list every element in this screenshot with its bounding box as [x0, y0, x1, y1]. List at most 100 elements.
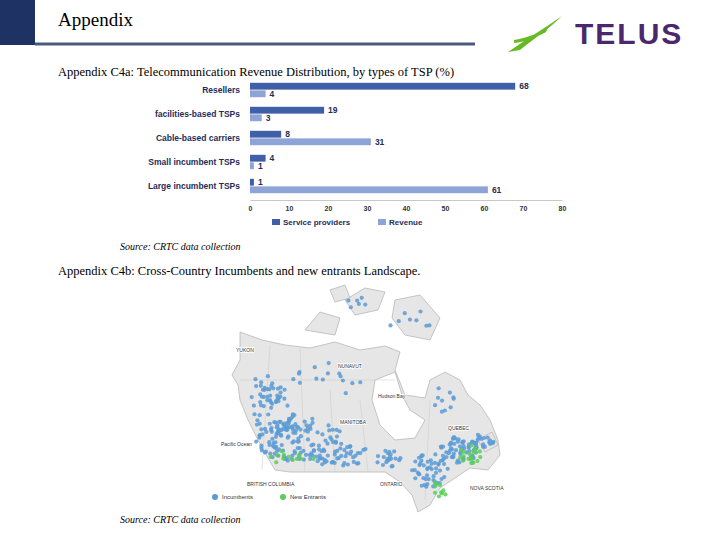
map-label: ONTARIO — [380, 481, 403, 487]
header-rule — [35, 43, 475, 46]
map-dot — [383, 449, 387, 453]
map-dot — [427, 477, 431, 481]
map-dot — [259, 444, 263, 448]
map-dot — [425, 482, 429, 486]
map-dot — [382, 455, 386, 459]
map-dot — [444, 455, 448, 459]
bar — [250, 131, 281, 138]
source-note: Source: CRTC data collection — [120, 514, 240, 525]
map-dot — [309, 443, 313, 447]
map-dot — [326, 423, 330, 427]
map-dot — [363, 302, 367, 306]
bar — [250, 90, 266, 97]
map-dot — [397, 319, 401, 323]
map-dot — [355, 298, 359, 302]
map-dot — [258, 413, 262, 417]
map-dot — [255, 418, 259, 422]
x-tick-label: 70 — [520, 205, 528, 212]
map-dot — [291, 424, 295, 428]
y-tick: Small incumbent TSPs — [148, 157, 250, 167]
map-dot — [262, 404, 266, 408]
section-title: Appendix C4b: Cross-Country Incumbents a… — [58, 264, 420, 278]
map-label: NOVA SCOTIA — [470, 485, 504, 491]
bar — [250, 107, 324, 114]
y-tick: facilities-based TSPs — [155, 109, 250, 119]
map-dot — [455, 461, 459, 465]
map-dot — [408, 318, 412, 322]
map-dot — [461, 450, 465, 454]
map-dot — [434, 466, 438, 470]
map-dot — [320, 432, 324, 436]
map-dot — [274, 445, 278, 449]
map-dot — [454, 448, 458, 452]
map-dot — [349, 450, 353, 454]
map-dot — [255, 422, 259, 426]
map-dot — [439, 446, 443, 450]
map-dot — [478, 455, 482, 459]
map-dot — [335, 434, 339, 438]
map-dot — [338, 429, 342, 433]
x-tick: 70 — [520, 200, 528, 212]
map-dot — [363, 447, 367, 451]
map-dot — [299, 457, 303, 461]
map-dot — [457, 437, 461, 441]
map-dot — [264, 449, 268, 453]
map-dot — [452, 451, 456, 455]
map-dot — [356, 451, 360, 455]
map-dot — [297, 453, 301, 457]
map-dot — [337, 372, 341, 376]
x-tick-label: 20 — [325, 205, 333, 212]
map-dot — [458, 456, 462, 460]
x-tick: 30 — [364, 200, 372, 212]
map-dot — [439, 477, 443, 481]
map-dot — [346, 298, 350, 302]
map-dot — [462, 439, 466, 443]
map-dot — [279, 385, 283, 389]
map-dot — [317, 447, 321, 451]
x-tick: 20 — [325, 200, 333, 212]
map-dot — [279, 449, 283, 453]
map-dot — [313, 365, 317, 369]
data-label: 3 — [266, 113, 271, 123]
map-dot — [282, 453, 286, 457]
map-dot — [476, 433, 480, 437]
water — [372, 372, 425, 440]
data-label: 1 — [258, 161, 263, 171]
bar — [250, 83, 515, 90]
bar — [250, 179, 254, 186]
map-dot — [270, 437, 274, 441]
map-dot — [355, 461, 359, 465]
map-dot — [291, 458, 295, 462]
map-dot — [260, 432, 264, 436]
x-axis-line — [251, 200, 563, 201]
land — [478, 432, 498, 452]
map-dot — [250, 395, 254, 399]
map-dot — [427, 323, 431, 327]
map-dot — [341, 463, 345, 467]
map-dot — [469, 461, 473, 465]
map-dot — [311, 457, 315, 461]
map-dot — [277, 420, 281, 424]
map-dot — [348, 445, 352, 449]
map-dot — [448, 390, 452, 394]
category-label: Cable-based carriers — [156, 133, 240, 143]
map-dot — [290, 440, 294, 444]
y-tick: Large incumbent TSPs — [148, 181, 250, 191]
map-dot — [446, 467, 450, 471]
map-dot — [348, 444, 352, 448]
x-tick: 0 — [249, 200, 253, 212]
land — [330, 285, 350, 302]
map-dot — [260, 395, 264, 399]
map-dot — [282, 397, 286, 401]
map-dot — [381, 463, 385, 467]
bar — [250, 114, 262, 121]
y-axis: Resellersfacilities-based TSPsCable-base… — [148, 85, 250, 191]
map-dot — [275, 425, 279, 429]
source-note: Source: CRTC data collection — [120, 241, 240, 252]
map-dot — [349, 305, 353, 309]
map-dot — [418, 461, 422, 465]
map-dot — [390, 464, 394, 468]
map-dot — [303, 420, 307, 424]
data-label: 19 — [328, 105, 338, 115]
map-dot — [434, 482, 438, 486]
